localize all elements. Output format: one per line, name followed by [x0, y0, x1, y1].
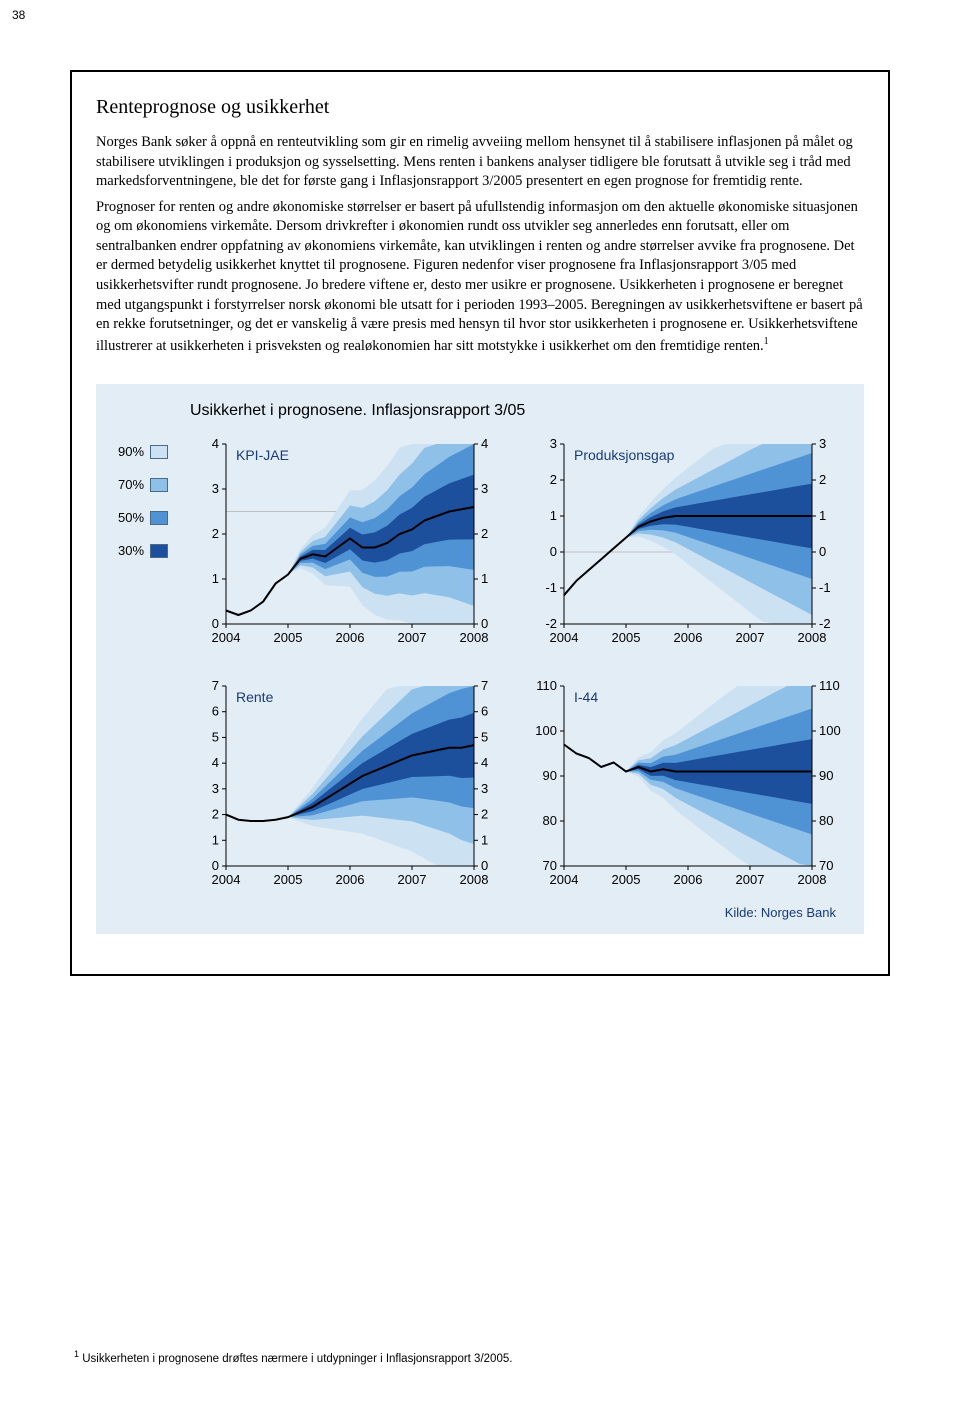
svg-text:0: 0 [212, 616, 219, 631]
legend-item: 70% [118, 477, 190, 492]
svg-text:2004: 2004 [212, 872, 241, 887]
svg-text:2004: 2004 [212, 630, 241, 645]
legend-label: 90% [118, 444, 144, 459]
legend-item: 50% [118, 510, 190, 525]
chart-section: Usikkerhet i prognosene. Inflasjonsrappo… [96, 384, 864, 934]
svg-text:Rente: Rente [236, 689, 274, 705]
svg-text:2: 2 [212, 807, 219, 822]
svg-text:2: 2 [481, 526, 488, 541]
content-box: Renteprognose og usikkerhet Norges Bank … [70, 70, 890, 976]
svg-text:2006: 2006 [336, 872, 365, 887]
svg-text:1: 1 [550, 508, 557, 523]
legend-item: 30% [118, 543, 190, 558]
svg-text:-2: -2 [819, 616, 831, 631]
svg-text:7: 7 [481, 678, 488, 693]
svg-text:1: 1 [819, 508, 826, 523]
svg-text:2005: 2005 [612, 630, 641, 645]
svg-text:100: 100 [535, 723, 557, 738]
chart-section-header: Usikkerhet i prognosene. Inflasjonsrappo… [190, 402, 842, 420]
legend-swatch [150, 445, 168, 459]
svg-text:2007: 2007 [398, 872, 427, 887]
svg-text:2: 2 [212, 526, 219, 541]
svg-text:4: 4 [481, 436, 488, 451]
paragraph-1: Norges Bank søker å oppnå en renteutvikl… [96, 133, 864, 192]
svg-text:1: 1 [481, 571, 488, 586]
svg-text:2007: 2007 [736, 872, 765, 887]
svg-text:4: 4 [212, 436, 219, 451]
svg-text:Produksjonsgap: Produksjonsgap [574, 447, 675, 463]
svg-text:1: 1 [481, 832, 488, 847]
svg-text:70: 70 [543, 858, 557, 873]
svg-text:2008: 2008 [460, 630, 489, 645]
svg-text:80: 80 [543, 813, 557, 828]
svg-text:0: 0 [819, 544, 826, 559]
svg-text:90: 90 [543, 768, 557, 783]
svg-text:110: 110 [819, 678, 840, 693]
svg-text:90: 90 [819, 768, 833, 783]
svg-text:2005: 2005 [274, 872, 303, 887]
svg-text:0: 0 [212, 858, 219, 873]
svg-text:I-44: I-44 [574, 689, 598, 705]
svg-text:2008: 2008 [798, 872, 827, 887]
svg-text:2008: 2008 [798, 630, 827, 645]
legend-label: 50% [118, 510, 144, 525]
svg-text:2008: 2008 [460, 872, 489, 887]
svg-text:80: 80 [819, 813, 833, 828]
svg-text:2007: 2007 [398, 630, 427, 645]
svg-text:5: 5 [481, 729, 488, 744]
chart-rente: 0 0 1 1 2 2 3 3 4 4 5 5 6 6 7 7 2004 2005 2006 2007 2008 Rent… [190, 674, 510, 894]
svg-text:6: 6 [481, 704, 488, 719]
svg-text:3: 3 [212, 481, 219, 496]
svg-text:0: 0 [550, 544, 557, 559]
legend-swatch [150, 478, 168, 492]
svg-text:3: 3 [550, 436, 557, 451]
chart-produksjonsgap: -2 -2 -1 -1 0 0 1 1 2 2 3 3 2004 2005 2006 2007 2008 Prod… [528, 432, 848, 652]
svg-text:1: 1 [212, 571, 219, 586]
svg-text:2006: 2006 [336, 630, 365, 645]
svg-text:0: 0 [481, 616, 488, 631]
svg-text:2005: 2005 [612, 872, 641, 887]
svg-text:2006: 2006 [674, 630, 703, 645]
svg-text:100: 100 [819, 723, 841, 738]
chart-kpi-jae: 0 0 1 1 2 2 3 3 4 4 2004 2005 2006 2007 2008 KPI-JAE [190, 432, 510, 652]
svg-text:-1: -1 [819, 580, 831, 595]
paragraph-2: Prognoser for renten og andre økonomiske… [96, 198, 864, 356]
svg-text:3: 3 [212, 781, 219, 796]
footnote: 1 Usikkerheten i prognosene drøftes nærm… [74, 1349, 512, 1365]
svg-text:KPI-JAE: KPI-JAE [236, 447, 289, 463]
svg-text:6: 6 [212, 704, 219, 719]
svg-text:4: 4 [212, 755, 219, 770]
svg-text:2004: 2004 [550, 872, 579, 887]
svg-text:70: 70 [819, 858, 833, 873]
legend-label: 30% [118, 543, 144, 558]
svg-text:-1: -1 [545, 580, 557, 595]
svg-text:7: 7 [212, 678, 219, 693]
box-title: Renteprognose og usikkerhet [96, 96, 864, 119]
svg-text:2004: 2004 [550, 630, 579, 645]
svg-text:2006: 2006 [674, 872, 703, 887]
svg-text:2005: 2005 [274, 630, 303, 645]
svg-text:110: 110 [536, 678, 557, 693]
svg-text:2: 2 [481, 807, 488, 822]
svg-text:3: 3 [481, 781, 488, 796]
svg-text:3: 3 [481, 481, 488, 496]
svg-text:4: 4 [481, 755, 488, 770]
chart-i44: 70 70 80 80 90 90 100 100 110 110 2004 2005 2006 2007… [528, 674, 848, 894]
legend-label: 70% [118, 477, 144, 492]
svg-text:3: 3 [819, 436, 826, 451]
svg-text:1: 1 [212, 832, 219, 847]
svg-text:5: 5 [212, 729, 219, 744]
legend-item: 90% [118, 444, 190, 459]
chart-source: Kilde: Norges Bank [725, 905, 836, 920]
svg-text:2007: 2007 [736, 630, 765, 645]
page-number: 38 [12, 8, 25, 22]
legend-swatch [150, 544, 168, 558]
legend: 90% 70% 50% 30% [118, 432, 190, 652]
svg-text:0: 0 [481, 858, 488, 873]
svg-text:2: 2 [819, 472, 826, 487]
svg-text:-2: -2 [545, 616, 557, 631]
legend-swatch [150, 511, 168, 525]
svg-text:2: 2 [550, 472, 557, 487]
